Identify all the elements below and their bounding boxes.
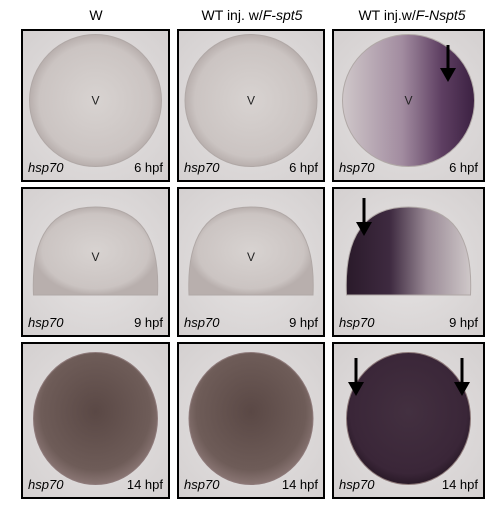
gene-label: hsp70 — [339, 160, 375, 175]
header-text: WT inj. w/ — [202, 7, 263, 23]
gene-label: hsp70 — [184, 315, 220, 330]
arrow-head — [348, 382, 364, 396]
column-header: WT inj.w/F-Nspt5 — [358, 7, 465, 23]
embryo — [188, 352, 314, 485]
embryo — [184, 34, 318, 167]
embryo — [346, 352, 471, 485]
column-header: W — [89, 7, 103, 23]
header-gene: F-spt5 — [263, 7, 303, 23]
stage-label: 9 hpf — [134, 315, 163, 330]
arrow-head — [454, 382, 470, 396]
embryo — [345, 206, 472, 296]
stage-label: 6 hpf — [289, 160, 318, 175]
embryo — [32, 206, 159, 296]
embryo — [342, 34, 475, 167]
panel: hsp70 14 hpf — [21, 342, 170, 499]
gene-label: hsp70 — [339, 477, 375, 492]
header-text: W — [89, 7, 103, 23]
panel: hsp70 9 hpf — [332, 187, 485, 337]
stage-label: 9 hpf — [449, 315, 478, 330]
stage-label: 14 hpf — [127, 477, 164, 492]
yolk-marker: V — [91, 94, 99, 108]
gene-label: hsp70 — [28, 160, 64, 175]
yolk-marker: V — [247, 250, 255, 264]
gene-label: hsp70 — [28, 477, 64, 492]
gene-label: hsp70 — [184, 477, 220, 492]
stage-label: 6 hpf — [134, 160, 163, 175]
header-gene: F-Nspt5 — [416, 7, 466, 23]
embryo — [29, 34, 162, 167]
yolk-marker: V — [247, 94, 255, 108]
arrow-head — [356, 222, 372, 236]
stage-label: 14 hpf — [282, 477, 319, 492]
panel: hsp70 14 hpf — [332, 342, 485, 499]
stage-label: 6 hpf — [449, 160, 478, 175]
yolk-marker: V — [91, 250, 99, 264]
header-text: WT inj.w/ — [358, 7, 415, 23]
arrow-head — [440, 68, 456, 82]
column-header: WT inj. w/F-spt5 — [202, 7, 303, 23]
yolk-marker: V — [404, 94, 412, 108]
stage-label: 14 hpf — [442, 477, 479, 492]
embryo — [188, 206, 314, 296]
gene-label: hsp70 — [339, 315, 375, 330]
panel: hsp70 14 hpf — [177, 342, 325, 499]
stage-label: 9 hpf — [289, 315, 318, 330]
embryo — [33, 352, 158, 485]
gene-label: hsp70 — [28, 315, 64, 330]
gene-label: hsp70 — [184, 160, 220, 175]
